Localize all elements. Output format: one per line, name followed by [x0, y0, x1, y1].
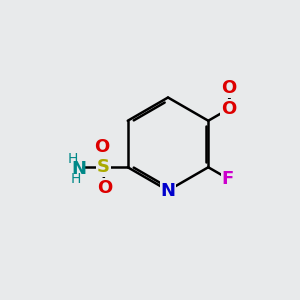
Text: N: N — [160, 182, 175, 200]
Text: O: O — [221, 79, 236, 97]
Text: O: O — [221, 100, 236, 118]
Text: O: O — [97, 178, 112, 197]
Text: F: F — [222, 169, 234, 188]
Text: H: H — [71, 172, 81, 186]
Text: H: H — [67, 152, 78, 166]
Text: O: O — [94, 138, 109, 156]
Text: S: S — [97, 158, 110, 176]
Text: N: N — [72, 160, 87, 178]
